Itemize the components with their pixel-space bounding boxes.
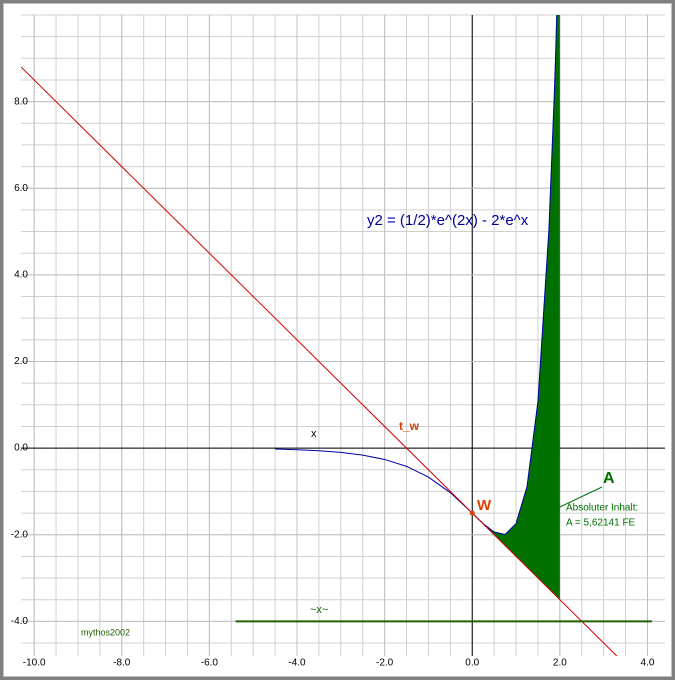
x-tick-label: -4.0	[288, 658, 306, 669]
x-tick-label: 0.0	[465, 658, 479, 669]
tangent-name: t_w	[399, 419, 420, 433]
y-tick-label: 4.0	[14, 270, 28, 281]
credit: mythos2002	[81, 627, 130, 637]
x-tick-label: -6.0	[201, 658, 219, 669]
labels: -10.0 -8.0 -6.0 -4.0 -2.0 0.0 2.0 4.0 -4.0 -2.0 0.…	[11, 96, 655, 668]
area-text: Absoluter Inhalt:	[566, 503, 638, 514]
baseline-name: ~x~	[310, 604, 328, 616]
y-tick-label: -4.0	[11, 616, 29, 627]
curve-label: x	[311, 428, 317, 440]
curve-name: y2 = (1/2)*e^(2x) - 2*e^x	[367, 212, 529, 229]
point-label: W	[477, 497, 492, 514]
leader-line	[542, 486, 603, 516]
x-tick-label: -2.0	[376, 658, 394, 669]
x-tick-label: 4.0	[641, 658, 655, 669]
point	[469, 510, 475, 516]
x-tick-label: -10.0	[23, 658, 46, 669]
x-tick-label: -8.0	[113, 658, 131, 669]
area-fill	[472, 15, 560, 600]
y-tick-label: 6.0	[14, 183, 28, 194]
plot-area	[21, 15, 652, 656]
x-tick-label: 2.0	[553, 658, 567, 669]
y-tick-label: -2.0	[11, 529, 29, 540]
y-tick-label: 2.0	[14, 356, 28, 367]
series-line	[21, 66, 618, 656]
area-label: A	[603, 470, 615, 487]
y-tick-label: 0.0	[14, 443, 28, 454]
frame-inner	[3, 3, 672, 677]
y-tick-label: 8.0	[14, 96, 28, 107]
area-text: A = 5,62141 FE	[566, 518, 636, 529]
